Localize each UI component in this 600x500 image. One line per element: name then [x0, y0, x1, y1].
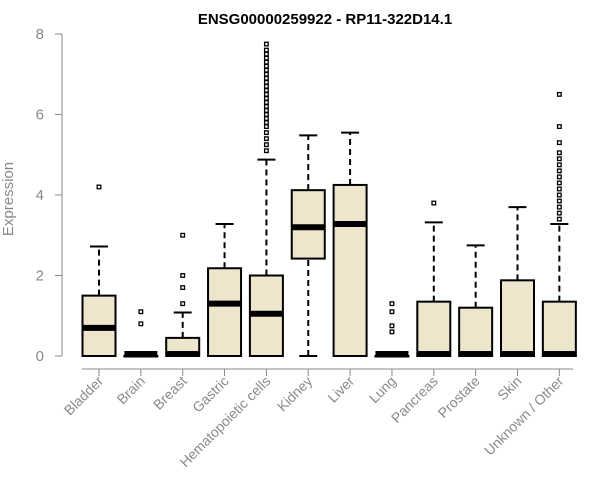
box-group: [290, 134, 326, 357]
outlier-point: [263, 108, 269, 113]
x-tick-label: Prostate: [435, 373, 483, 421]
x-tick-label: Bladder: [61, 373, 107, 419]
outlier-point: [180, 232, 186, 238]
outlier-point: [138, 321, 144, 327]
outlier-point: [556, 180, 562, 186]
outlier-point: [556, 168, 562, 174]
box-iqr: [458, 306, 494, 358]
outlier-point: [556, 91, 562, 97]
outlier-point: [263, 67, 269, 73]
y-axis-ticks: 0 2 4 6 8: [36, 26, 62, 365]
box-group: [374, 301, 410, 358]
y-tick-label: 6: [36, 107, 44, 124]
outlier-point: [263, 79, 269, 85]
outlier-point: [180, 301, 186, 307]
outlier-point: [389, 323, 395, 329]
x-tick-label: Unknown / Other: [481, 373, 567, 459]
box-iqr: [500, 279, 535, 357]
outlier-point: [263, 41, 269, 47]
box-group: [458, 244, 494, 358]
outlier-point: [263, 63, 269, 69]
outlier-point: [556, 124, 562, 130]
box-group: [332, 131, 368, 357]
outlier-point: [556, 210, 562, 216]
y-tick-label: 8: [36, 26, 44, 43]
outlier-point: [180, 273, 186, 278]
outlier-point: [263, 112, 269, 117]
x-tick-label: Liver: [324, 373, 357, 406]
outlier-point: [556, 156, 562, 162]
box-group: [123, 309, 159, 358]
outlier-point: [180, 285, 186, 291]
outlier-point: [263, 87, 269, 93]
outlier-point: [556, 186, 562, 192]
y-tick-label: 4: [36, 187, 44, 204]
outlier-point: [556, 198, 562, 204]
y-tick-label: 2: [36, 268, 44, 285]
outlier-point: [556, 150, 562, 156]
box-group: [500, 206, 535, 357]
y-tick-label: 0: [36, 348, 44, 365]
outlier-point: [556, 174, 562, 180]
outlier-point: [263, 142, 269, 148]
box-series: [81, 41, 577, 358]
outlier-point: [263, 55, 269, 61]
outlier-point: [96, 184, 102, 190]
outlier-point: [556, 192, 562, 198]
box-iqr: [332, 183, 368, 357]
outlier-point: [263, 83, 269, 89]
x-tick-label: Pancreas: [388, 373, 441, 426]
outlier-point: [263, 47, 269, 53]
outlier-point: [263, 91, 269, 97]
outlier-point: [263, 95, 269, 101]
box-group: [165, 232, 201, 358]
box-group: [248, 41, 284, 357]
box-group: [416, 200, 452, 358]
outlier-point: [556, 140, 562, 146]
box-iqr: [541, 300, 577, 358]
outlier-point: [263, 104, 269, 109]
box-group: [207, 222, 243, 358]
outlier-point: [263, 99, 269, 105]
outlier-point: [263, 75, 269, 81]
x-tick-label: Brain: [114, 373, 148, 407]
x-tick-label: Breast: [150, 373, 190, 413]
chart-title: ENSG00000259922 - RP11-322D14.1: [198, 11, 452, 28]
outlier-point: [263, 124, 269, 130]
outlier-point: [389, 329, 395, 335]
outlier-point: [556, 204, 562, 210]
box-iqr: [207, 267, 243, 358]
outlier-point: [389, 309, 395, 315]
x-tick-label: Skin: [494, 373, 525, 404]
outlier-point: [556, 216, 562, 222]
outlier-point: [263, 116, 269, 121]
x-tick-label: Kidney: [274, 373, 316, 415]
box-group: [541, 91, 577, 358]
box-iqr: [416, 300, 452, 358]
outlier-point: [263, 120, 269, 125]
outlier-point: [263, 59, 269, 65]
outlier-point: [431, 200, 437, 206]
outlier-point: [263, 130, 269, 136]
outlier-point: [263, 136, 269, 142]
x-tick-label: Lung: [366, 373, 399, 406]
outlier-point: [263, 71, 269, 77]
outlier-point: [389, 301, 395, 307]
outlier-point: [263, 51, 269, 57]
outlier-point: [138, 309, 144, 315]
y-axis-label: Expression: [0, 162, 17, 236]
outlier-point: [263, 148, 269, 154]
box-group: [81, 184, 117, 357]
outlier-point: [556, 162, 562, 168]
